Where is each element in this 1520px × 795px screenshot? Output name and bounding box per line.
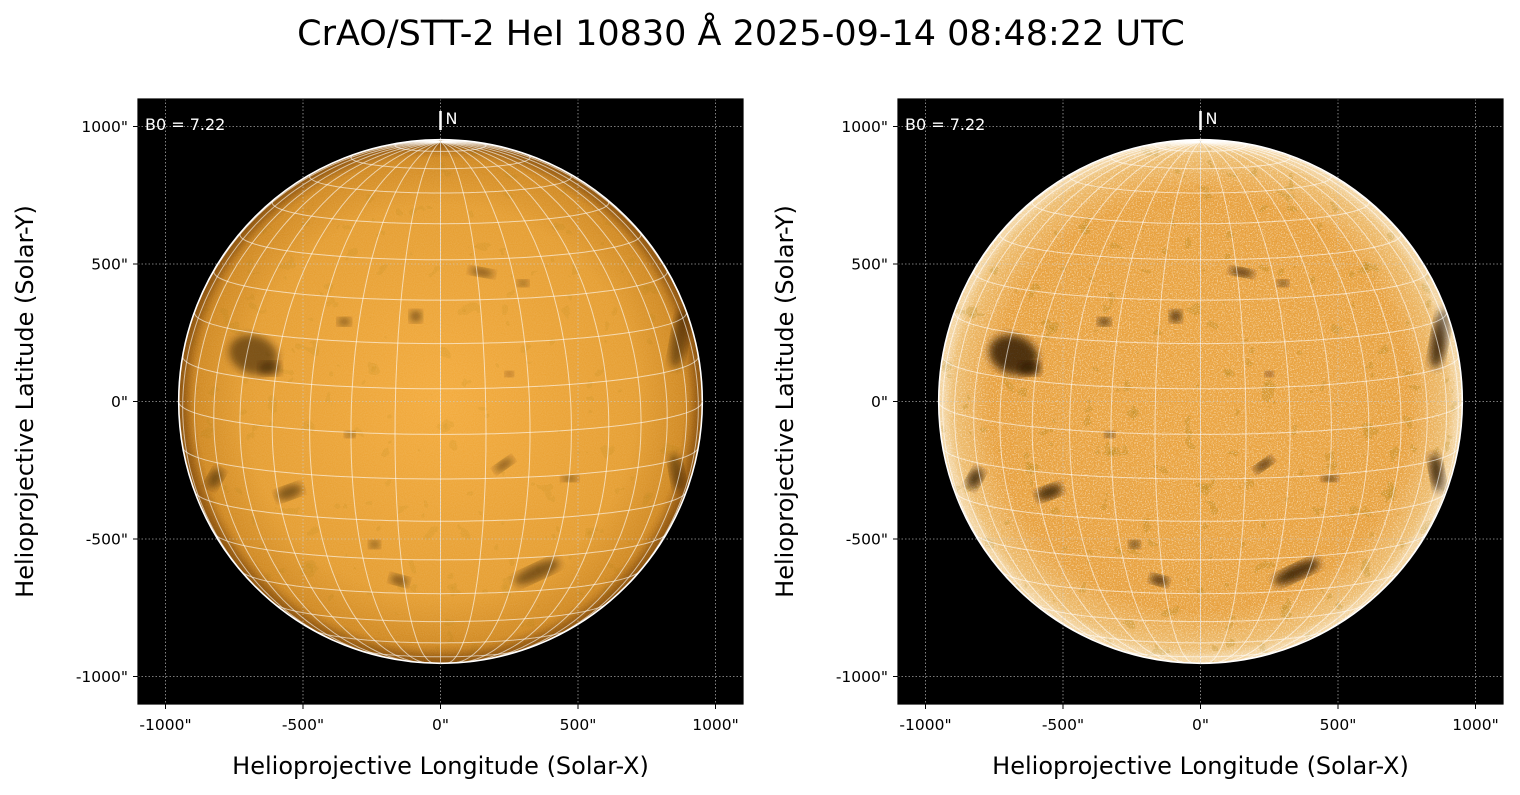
y-tick-label: -1000" <box>836 668 888 686</box>
grid-line <box>1200 141 1332 663</box>
grid-line <box>999 141 1201 661</box>
grid-line <box>973 141 1201 657</box>
grid-line <box>1110 141 1201 664</box>
filament <box>469 267 494 277</box>
x-tick-label: 500" <box>1320 716 1357 734</box>
filament <box>276 484 303 501</box>
filaments <box>966 267 1450 586</box>
grid-line <box>239 141 441 661</box>
panel-left: -1000" -500" 0" 500" 1000" 1000" 500" 0" -500" -1… <box>11 98 744 780</box>
grid-line <box>1200 141 1459 611</box>
grid-line <box>440 141 487 664</box>
y-tick-label: -500" <box>846 531 888 549</box>
grid-line <box>271 141 441 663</box>
x-axis-label: Helioprojective Longitude (Solar-X) <box>992 752 1409 780</box>
y-tick-label: -500" <box>86 531 128 549</box>
y-tick-label: 1000" <box>81 118 128 136</box>
y-axis-label: Helioprojective Latitude (Solar-Y) <box>11 205 39 598</box>
grid-line <box>440 141 642 661</box>
grid-line <box>953 141 1201 647</box>
x-tick-label: 0" <box>432 716 449 734</box>
filament <box>369 540 380 549</box>
y-tick-label: 500" <box>91 256 128 274</box>
x-tick-label: -1000" <box>899 716 951 734</box>
grid-line <box>1200 141 1428 657</box>
filament <box>409 310 422 323</box>
x-tick-label: 1000" <box>1452 716 1499 734</box>
grid-line <box>440 141 572 663</box>
grid-line <box>1200 141 1247 664</box>
filament <box>1019 361 1041 376</box>
filament <box>505 371 514 377</box>
grid-line <box>1200 141 1291 664</box>
grid-line <box>440 141 699 611</box>
grid-line <box>1031 141 1201 663</box>
grid-line <box>1069 141 1201 663</box>
grid-line <box>440 141 531 664</box>
grid-line <box>440 141 610 663</box>
filament <box>1277 279 1289 287</box>
x-tick-label: 0" <box>1192 716 1209 734</box>
y-tick-label: 1000" <box>841 118 888 136</box>
grid-line <box>1200 141 1448 647</box>
grid-line <box>350 141 441 664</box>
grid-line <box>1200 141 1370 663</box>
panel-right: -1000" -500" 0" 500" 1000" 1000" 500" 0" -500" -1… <box>771 98 1504 780</box>
filament <box>494 457 514 472</box>
grid-line <box>440 141 668 657</box>
grid-line <box>942 141 1201 611</box>
y-tick-label: -1000" <box>76 668 128 686</box>
filament <box>1321 475 1338 482</box>
filament <box>1129 540 1140 549</box>
filament <box>1169 310 1182 323</box>
grid-line <box>1200 141 1402 661</box>
north-label: N <box>1206 109 1218 128</box>
grid-line <box>394 141 441 664</box>
x-tick-label: -500" <box>1042 716 1084 734</box>
grid-line <box>193 141 441 647</box>
x-tick-label: -500" <box>282 716 324 734</box>
filament <box>1274 559 1320 585</box>
filament <box>561 475 578 482</box>
grid-line <box>182 141 441 611</box>
figure-title: CrAO/STT-2 HeI 10830 Å 2025-09-14 08:48:… <box>297 14 1185 54</box>
filament <box>1097 317 1112 326</box>
y-tick-label: 500" <box>851 256 888 274</box>
filament <box>337 317 352 326</box>
b0-annotation: B0 = 7.22 <box>145 115 225 134</box>
grid-line <box>440 141 688 647</box>
x-tick-label: 1000" <box>692 716 739 734</box>
filament <box>514 559 560 585</box>
filament <box>1036 484 1063 501</box>
x-tick-label: 500" <box>560 716 597 734</box>
y-tick-label: 0" <box>871 393 888 411</box>
y-axis-label: Helioprojective Latitude (Solar-Y) <box>771 205 799 598</box>
x-axis-label: Helioprojective Longitude (Solar-X) <box>232 752 649 780</box>
filament <box>517 279 529 287</box>
filament <box>1265 371 1274 377</box>
filaments <box>206 267 690 586</box>
y-tick-label: 0" <box>111 393 128 411</box>
filament <box>259 361 281 376</box>
grid-line <box>213 141 441 657</box>
filament <box>1254 457 1274 472</box>
x-tick-label: -1000" <box>139 716 191 734</box>
north-label: N <box>446 109 458 128</box>
b0-annotation: B0 = 7.22 <box>905 115 985 134</box>
grid-line <box>1154 141 1201 664</box>
grid-line <box>309 141 441 663</box>
filament <box>1229 267 1254 277</box>
